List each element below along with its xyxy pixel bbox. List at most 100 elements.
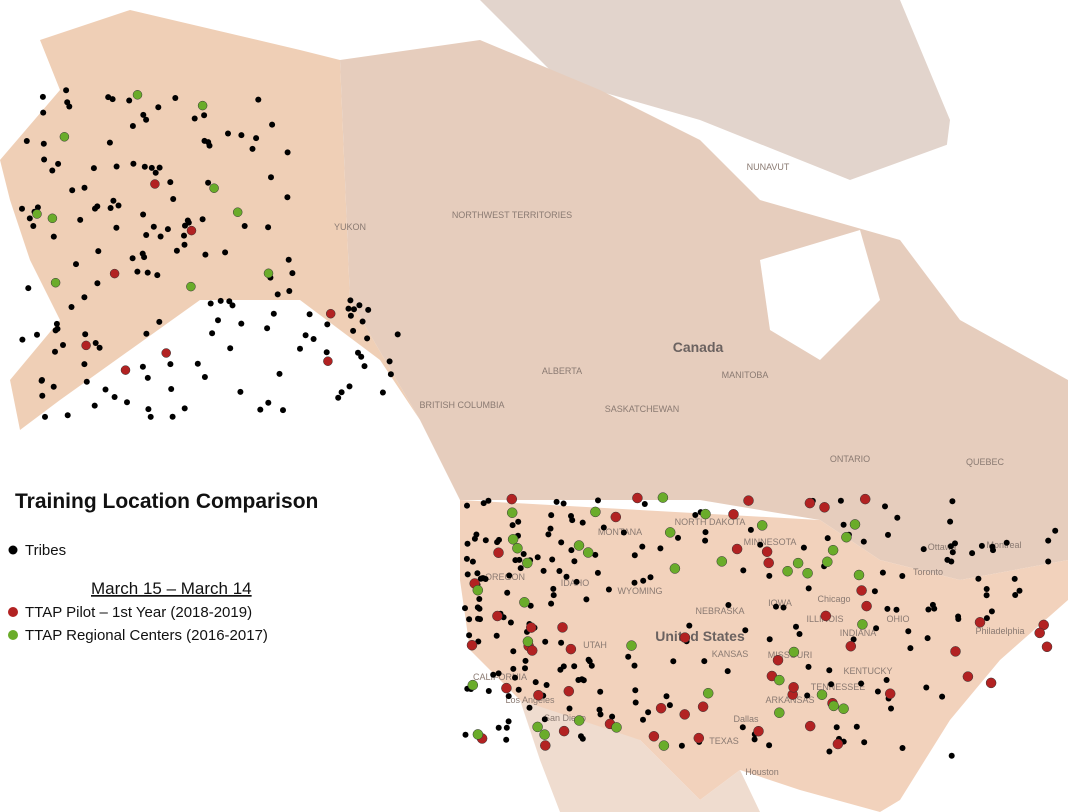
location-marker <box>962 671 974 682</box>
location-marker <box>156 318 163 325</box>
location-marker <box>579 519 586 526</box>
location-marker <box>77 216 84 223</box>
location-marker <box>64 99 71 106</box>
location-marker <box>805 585 812 592</box>
location-marker <box>899 745 906 751</box>
location-marker <box>81 294 88 301</box>
location-marker <box>96 344 103 351</box>
location-marker <box>861 739 868 746</box>
map-label: Toronto <box>913 567 943 577</box>
location-marker <box>19 205 25 212</box>
location-marker <box>347 312 354 319</box>
location-marker <box>205 179 212 186</box>
location-marker <box>289 270 296 277</box>
location-marker <box>939 693 946 700</box>
location-marker <box>657 492 669 503</box>
location-marker <box>541 716 548 723</box>
mexico <box>520 700 760 812</box>
location-marker <box>860 538 867 545</box>
location-marker <box>597 711 604 718</box>
location-marker <box>92 340 99 346</box>
location-marker <box>501 682 512 694</box>
location-marker <box>302 332 309 339</box>
location-marker <box>356 302 363 309</box>
location-marker <box>241 223 248 229</box>
location-marker <box>54 325 61 332</box>
location-marker <box>462 731 469 738</box>
location-marker <box>853 569 865 581</box>
location-marker <box>515 686 522 693</box>
location-marker <box>323 349 330 356</box>
location-marker <box>351 306 357 313</box>
location-marker <box>68 304 75 310</box>
location-marker <box>23 138 30 144</box>
location-marker <box>109 96 116 103</box>
location-marker <box>947 518 954 525</box>
location-marker <box>280 407 286 414</box>
location-marker <box>542 638 549 645</box>
location-marker <box>94 203 101 210</box>
location-marker <box>25 285 32 292</box>
location-marker <box>822 556 833 568</box>
location-marker <box>657 545 664 552</box>
location-marker <box>141 163 148 170</box>
location-marker <box>773 603 779 610</box>
location-marker <box>885 531 891 538</box>
location-marker <box>739 724 746 731</box>
location-marker <box>796 631 803 637</box>
location-marker <box>879 569 886 576</box>
location-marker <box>841 531 852 543</box>
location-marker <box>907 645 914 652</box>
location-marker <box>503 724 510 731</box>
location-marker <box>571 663 578 670</box>
location-marker <box>145 406 152 413</box>
location-marker <box>82 331 89 338</box>
map-label: ALBERTA <box>542 366 582 376</box>
location-marker <box>229 302 236 309</box>
location-marker <box>41 156 48 163</box>
location-marker <box>255 96 262 103</box>
location-marker <box>640 716 646 723</box>
location-marker <box>191 115 198 122</box>
location-marker <box>805 663 812 670</box>
location-marker <box>464 571 471 578</box>
location-marker <box>856 585 867 596</box>
location-marker <box>184 217 191 224</box>
location-marker <box>140 211 147 218</box>
location-marker <box>978 542 985 549</box>
location-marker <box>202 251 209 258</box>
location-marker <box>90 165 97 172</box>
location-marker <box>819 502 830 513</box>
location-marker <box>347 297 354 304</box>
location-marker <box>154 272 161 279</box>
location-marker <box>1034 627 1045 639</box>
location-marker <box>132 90 143 100</box>
location-marker <box>583 596 590 603</box>
location-marker <box>346 383 353 390</box>
map-label: TEXAS <box>709 736 739 746</box>
location-marker <box>237 388 244 395</box>
map-label: United States <box>655 628 745 644</box>
location-marker <box>631 552 638 559</box>
location-marker <box>94 280 101 287</box>
location-marker <box>39 392 46 399</box>
title: Training Location Comparison <box>15 490 318 513</box>
location-marker <box>207 300 214 307</box>
location-marker <box>597 688 604 695</box>
location-marker <box>679 632 691 643</box>
location-marker <box>264 325 271 332</box>
location-marker <box>467 679 479 691</box>
location-marker <box>364 335 371 342</box>
location-marker <box>899 573 906 579</box>
location-marker <box>632 687 639 694</box>
location-marker <box>238 132 245 139</box>
location-marker <box>548 512 555 519</box>
location-marker <box>766 742 773 749</box>
map-label: YUKON <box>334 222 366 232</box>
location-marker <box>55 160 62 167</box>
location-marker <box>463 555 470 562</box>
location-marker <box>284 194 291 201</box>
location-marker <box>140 111 147 118</box>
location-marker <box>582 547 594 558</box>
